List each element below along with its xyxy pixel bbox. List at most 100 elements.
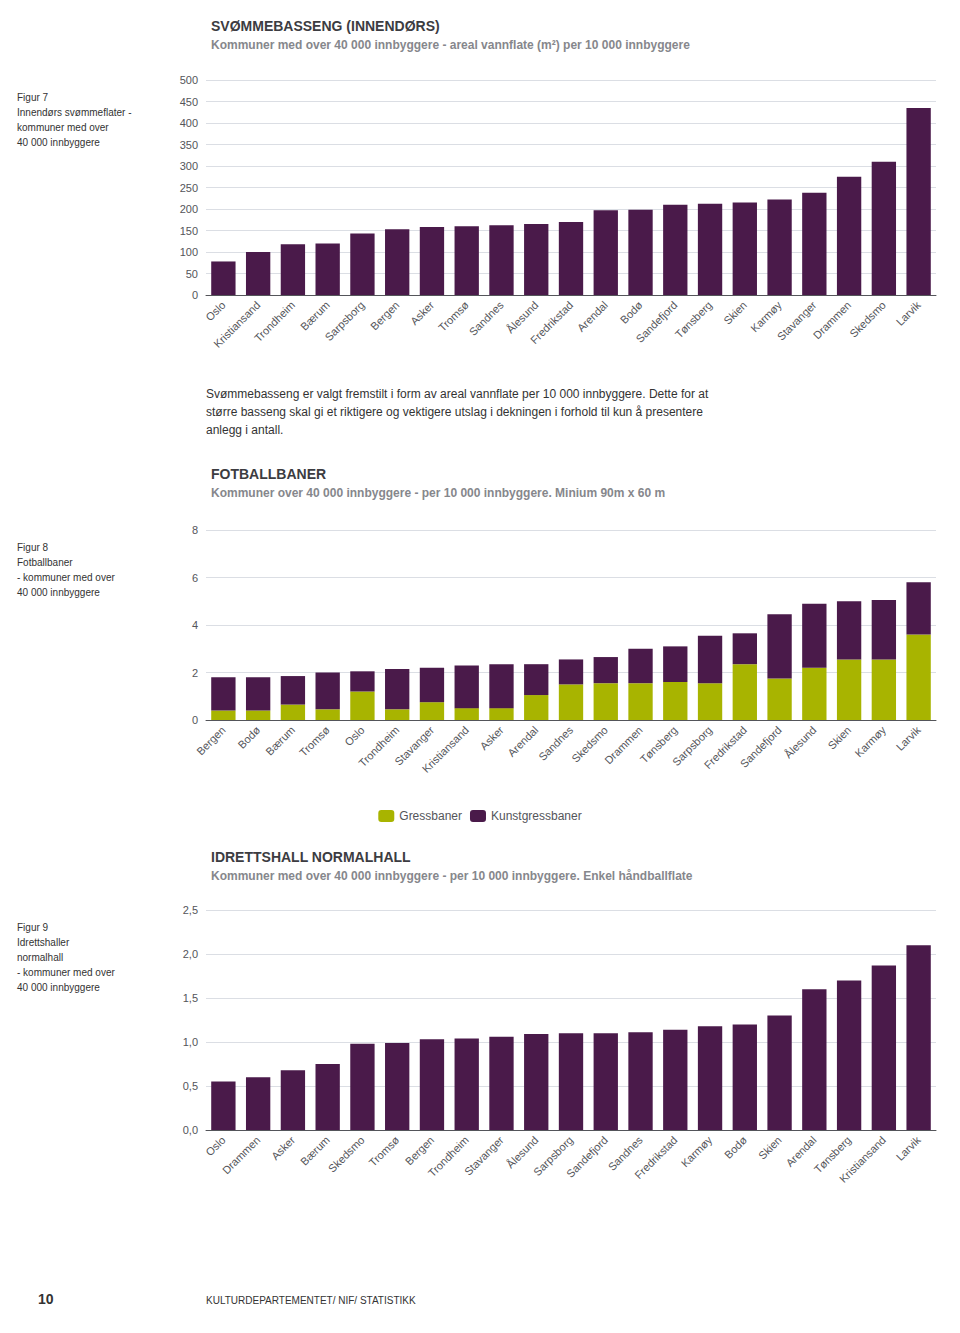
svg-text:350: 350 (180, 139, 198, 151)
svg-text:Skien: Skien (721, 299, 749, 327)
svg-text:2,5: 2,5 (183, 904, 198, 916)
svg-text:Larvik: Larvik (894, 1133, 924, 1163)
svg-text:Bergen: Bergen (194, 724, 228, 758)
svg-text:Stavanger: Stavanger (462, 1134, 506, 1178)
svg-text:Arendal: Arendal (505, 724, 540, 759)
svg-text:Bærum: Bærum (298, 299, 332, 333)
svg-text:Trondheim: Trondheim (356, 723, 402, 770)
svg-text:Kristiansand: Kristiansand (837, 1134, 888, 1185)
svg-text:Svømmebasseng er valgt fremsti: Svømmebasseng er valgt fremstilt i form … (206, 387, 709, 401)
svg-text:40 000 innbyggere: 40 000 innbyggere (17, 137, 100, 148)
svg-text:Larvik: Larvik (894, 298, 924, 328)
svg-text:Stavanger: Stavanger (775, 299, 819, 343)
svg-text:Tromsø: Tromsø (297, 724, 332, 759)
svg-text:0,0: 0,0 (183, 1124, 198, 1136)
svg-text:Arendal: Arendal (783, 1134, 818, 1169)
svg-text:300: 300 (180, 160, 198, 172)
svg-text:Fredrikstad: Fredrikstad (701, 723, 750, 772)
svg-text:Sarpsborg: Sarpsborg (322, 299, 366, 343)
svg-text:normalhall: normalhall (17, 952, 63, 963)
svg-text:Kommuner med over 40 000 innby: Kommuner med over 40 000 innbyggere - pe… (211, 869, 693, 883)
svg-text:Drammen: Drammen (602, 724, 645, 767)
svg-text:2: 2 (192, 667, 198, 679)
svg-text:150: 150 (180, 225, 198, 237)
svg-text:Fredrikstad: Fredrikstad (632, 1134, 679, 1181)
svg-text:kommuner med over: kommuner med over (17, 122, 109, 133)
svg-text:4: 4 (192, 619, 198, 631)
svg-text:Figur 9: Figur 9 (17, 922, 49, 933)
svg-text:Kommuner med over 40 000 innby: Kommuner med over 40 000 innbyggere - ar… (211, 38, 690, 52)
svg-text:FOTBALLBANER: FOTBALLBANER (211, 466, 326, 482)
svg-text:200: 200 (180, 203, 198, 215)
svg-text:Bærum: Bærum (263, 724, 297, 758)
svg-text:- kommuner med over: - kommuner med over (17, 967, 115, 978)
svg-text:Asker: Asker (408, 299, 437, 328)
svg-text:0: 0 (192, 289, 198, 301)
svg-text:1,0: 1,0 (183, 1036, 198, 1048)
svg-text:2,0: 2,0 (183, 948, 198, 960)
svg-text:Skien: Skien (825, 724, 853, 752)
svg-text:400: 400 (180, 117, 198, 129)
svg-text:SVØMMEBASSENG (INNENDØRS): SVØMMEBASSENG (INNENDØRS) (211, 18, 440, 34)
svg-text:større basseng skal gi et rikt: større basseng skal gi et riktigere og v… (206, 405, 703, 419)
svg-text:Skedsmo: Skedsmo (847, 299, 888, 340)
svg-text:250: 250 (180, 182, 198, 194)
svg-text:Figur 8: Figur 8 (17, 542, 49, 553)
svg-text:500: 500 (180, 74, 198, 86)
svg-text:Sandefjord: Sandefjord (633, 299, 679, 345)
svg-text:Skien: Skien (756, 1134, 784, 1162)
svg-text:8: 8 (192, 524, 198, 536)
svg-text:0,5: 0,5 (183, 1080, 198, 1092)
svg-text:Fredrikstad: Fredrikstad (528, 299, 575, 346)
svg-text:10: 10 (38, 1291, 54, 1307)
svg-text:1,5: 1,5 (183, 992, 198, 1004)
svg-text:Asker: Asker (477, 724, 506, 753)
svg-text:Kunstgressbaner: Kunstgressbaner (491, 809, 582, 823)
svg-text:Asker: Asker (269, 1134, 298, 1163)
svg-text:Larvik: Larvik (894, 723, 924, 753)
svg-text:Tromsø: Tromsø (366, 1134, 401, 1169)
svg-text:50: 50 (186, 268, 198, 280)
svg-text:Bodø: Bodø (235, 724, 262, 751)
svg-text:anlegg i antall.: anlegg i antall. (206, 423, 283, 437)
svg-text:450: 450 (180, 96, 198, 108)
svg-text:Karmøy: Karmøy (852, 723, 888, 759)
svg-text:Drammen: Drammen (811, 299, 854, 342)
svg-text:Bodø: Bodø (618, 299, 645, 326)
svg-text:Bodø: Bodø (722, 1134, 749, 1161)
svg-text:KULTURDEPARTEMENTET/ NIF/ STAT: KULTURDEPARTEMENTET/ NIF/ STATISTIKK (206, 1295, 416, 1306)
svg-text:Tromsø: Tromsø (436, 299, 471, 334)
svg-text:Ålesund: Ålesund (782, 724, 819, 761)
svg-text:Oslo: Oslo (203, 1134, 227, 1158)
svg-text:Drammen: Drammen (220, 1134, 263, 1177)
svg-text:Bærum: Bærum (298, 1134, 332, 1168)
svg-text:Oslo: Oslo (342, 724, 366, 748)
svg-text:40 000 innbyggere: 40 000 innbyggere (17, 587, 100, 598)
svg-text:Kommuner over 40 000 innbygger: Kommuner over 40 000 innbyggere - per 10… (211, 486, 665, 500)
svg-text:Oslo: Oslo (203, 299, 227, 323)
svg-text:0: 0 (192, 714, 198, 726)
svg-text:Karmøy: Karmøy (679, 1133, 715, 1169)
svg-text:100: 100 (180, 246, 198, 258)
svg-text:Sandefjord: Sandefjord (564, 1134, 610, 1180)
svg-text:40 000 innbyggere: 40 000 innbyggere (17, 982, 100, 993)
svg-text:Kristiansand: Kristiansand (211, 299, 262, 350)
svg-text:Trondheim: Trondheim (425, 1133, 471, 1180)
svg-text:IDRETTSHALL NORMALHALL: IDRETTSHALL NORMALHALL (211, 849, 411, 865)
svg-text:6: 6 (192, 572, 198, 584)
svg-text:Fotballbaner: Fotballbaner (17, 557, 73, 568)
svg-text:Bergen: Bergen (368, 299, 402, 333)
svg-text:Sandefjord: Sandefjord (738, 724, 784, 770)
svg-text:Bergen: Bergen (403, 1134, 437, 1168)
svg-text:Figur 7: Figur 7 (17, 92, 49, 103)
svg-text:Innendørs svømmeflater -: Innendørs svømmeflater - (17, 107, 131, 118)
svg-text:Gressbaner: Gressbaner (399, 809, 462, 823)
svg-text:Kristiansand: Kristiansand (420, 724, 471, 775)
svg-text:- kommuner med over: - kommuner med over (17, 572, 115, 583)
svg-text:Arendal: Arendal (575, 299, 610, 334)
svg-text:Idrettshaller: Idrettshaller (17, 937, 70, 948)
svg-text:Trondheim: Trondheim (252, 299, 297, 344)
svg-text:Skedsmo: Skedsmo (326, 1134, 367, 1175)
svg-text:Sandnes: Sandnes (467, 298, 507, 338)
svg-text:Tønsberg: Tønsberg (673, 299, 715, 341)
